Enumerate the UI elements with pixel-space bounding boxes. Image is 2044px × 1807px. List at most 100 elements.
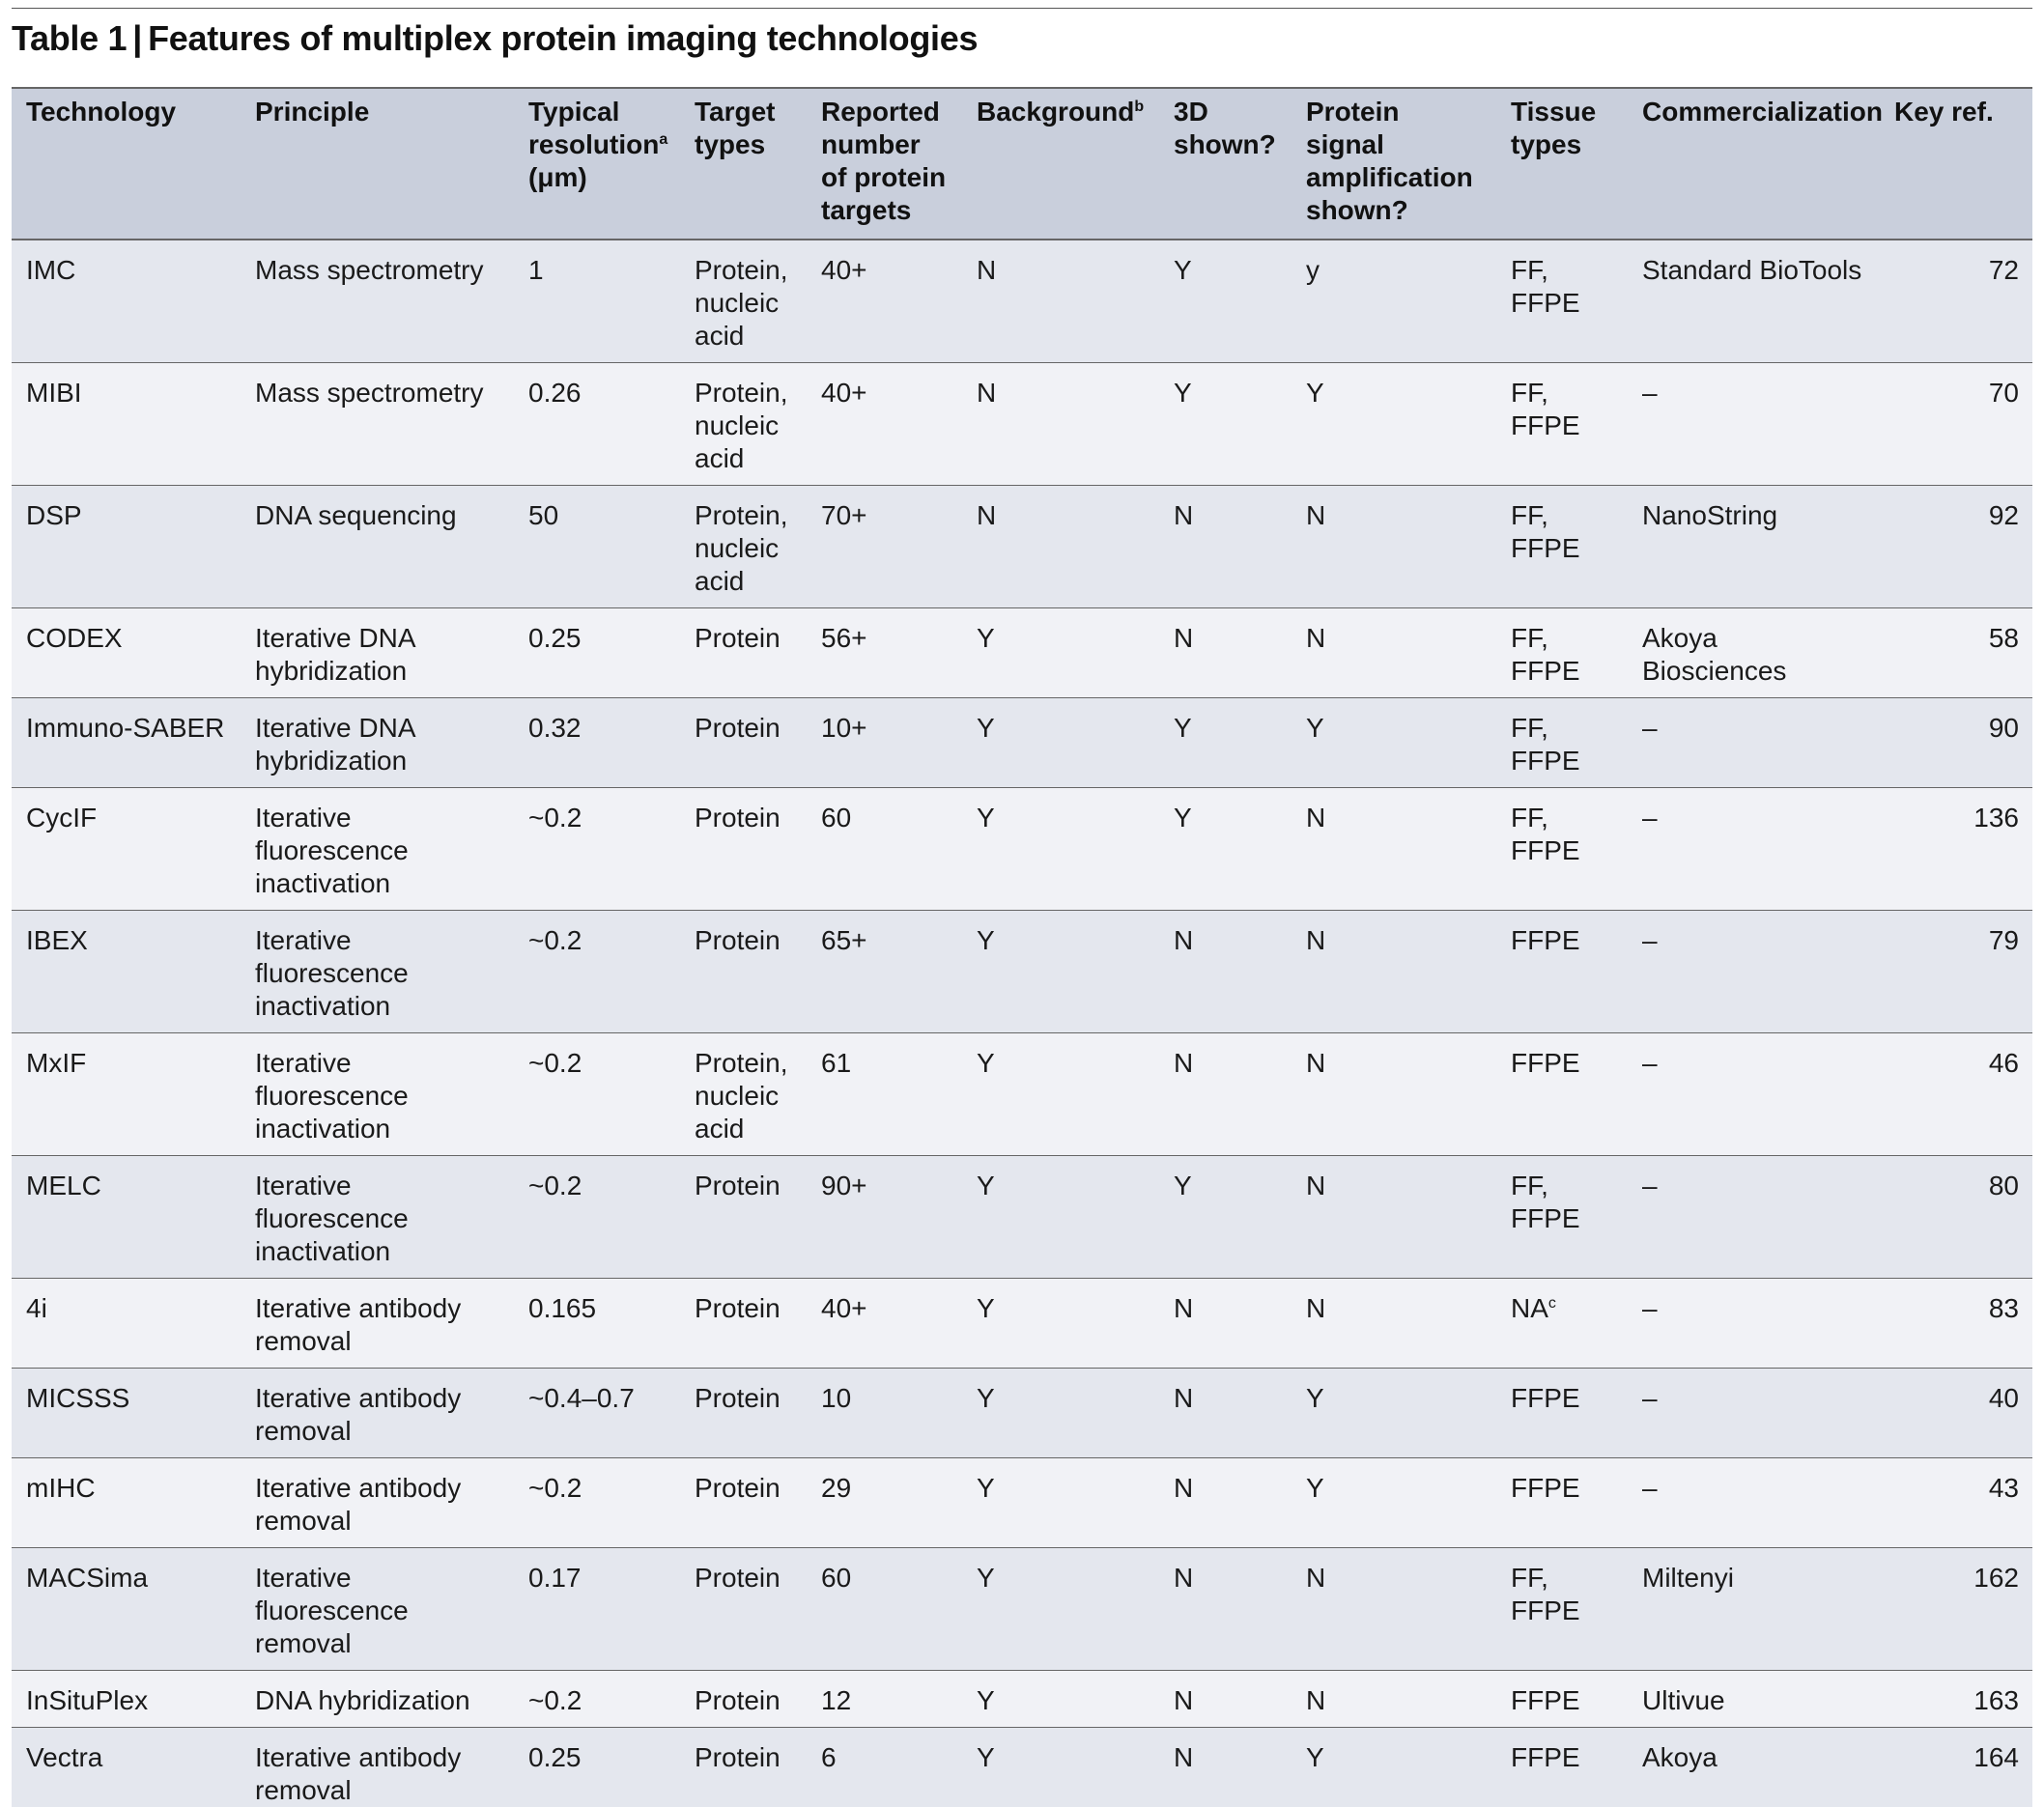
cell-amplification: N: [1292, 1670, 1496, 1728]
cell-num-targets-text: 6: [821, 1742, 837, 1772]
cell-3d-text: N: [1174, 1742, 1194, 1772]
cell-commercialization-text: Ultivue: [1642, 1685, 1725, 1715]
cell-key-ref[interactable]: 90: [1880, 697, 2032, 788]
cell-key-ref-text[interactable]: 83: [1988, 1293, 2019, 1323]
cell-key-ref[interactable]: 80: [1880, 1155, 2032, 1279]
table-row: MIBI Mass spectrometry 0.26 Protein, nuclei…: [12, 362, 2032, 486]
cell-num-targets: 40+: [807, 1278, 962, 1369]
table-label: Table 1: [12, 18, 128, 58]
cell-principle: Iterative antibody removal: [241, 1457, 514, 1548]
cell-target-types-text: Protein, nucleic acid: [695, 255, 788, 351]
cell-background: Y: [962, 1278, 1159, 1369]
cell-key-ref-text[interactable]: 70: [1988, 378, 2019, 408]
table-row: DSP DNA sequencing 50 Protein, nucleic acid…: [12, 485, 2032, 608]
cell-target-types: Protein: [680, 1278, 807, 1369]
cell-key-ref[interactable]: 79: [1880, 910, 2032, 1033]
cell-key-ref-text[interactable]: 43: [1988, 1473, 2019, 1503]
cell-amplification: Y: [1292, 697, 1496, 788]
cell-amplification-text: Y: [1306, 1473, 1324, 1503]
cell-key-ref[interactable]: 92: [1880, 485, 2032, 608]
cell-tissue-text: FF, FFPE: [1511, 255, 1580, 318]
cell-tissue-text: FFPE: [1511, 1685, 1580, 1715]
cell-background-text: Y: [977, 1473, 995, 1503]
cell-key-ref[interactable]: 72: [1880, 240, 2032, 363]
col-header-commercialization: Commercialization: [1628, 87, 1883, 240]
table-row: MICSSS Iterative antibody removal ~0.4–0.7…: [12, 1368, 2032, 1458]
cell-tissue-text: FF, FFPE: [1511, 623, 1580, 686]
cell-key-ref-text[interactable]: 90: [1988, 713, 2019, 743]
cell-tissue: FF, FFPE: [1496, 697, 1628, 788]
cell-key-ref-text[interactable]: 92: [1988, 500, 2019, 530]
cell-commercialization-text: –: [1642, 713, 1658, 743]
cell-target-types-text: Protein: [695, 623, 781, 653]
cell-commercialization: Standard BioTools: [1628, 240, 1880, 363]
cell-principle: Mass spectrometry: [241, 362, 514, 486]
cell-3d-text: N: [1174, 1383, 1194, 1413]
cell-resolution: 0.26: [514, 362, 680, 486]
cell-amplification: Y: [1292, 362, 1496, 486]
cell-tissue: FF, FFPE: [1496, 787, 1628, 911]
cell-technology: DSP: [12, 485, 241, 608]
cell-key-ref-text[interactable]: 164: [1973, 1742, 2019, 1772]
cell-3d: N: [1159, 485, 1292, 608]
cell-key-ref-text[interactable]: 46: [1988, 1048, 2019, 1078]
cell-resolution-text: 1: [528, 255, 544, 285]
cell-key-ref[interactable]: 162: [1880, 1547, 2032, 1671]
cell-3d: N: [1159, 1727, 1292, 1807]
cell-target-types-text: Protein, nucleic acid: [695, 500, 788, 596]
cell-background: Y: [962, 1547, 1159, 1671]
cell-3d-text: N: [1174, 1293, 1194, 1323]
cell-resolution: ~0.2: [514, 787, 680, 911]
cell-num-targets: 60: [807, 787, 962, 911]
cell-technology: InSituPlex: [12, 1670, 241, 1728]
cell-commercialization-text: –: [1642, 1293, 1658, 1323]
table-row: IBEX Iterative fluorescence inactivation ~…: [12, 910, 2032, 1033]
cell-amplification: N: [1292, 1547, 1496, 1671]
cell-technology: Vectra: [12, 1727, 241, 1807]
cell-target-types: Protein: [680, 607, 807, 698]
cell-key-ref-text[interactable]: 58: [1988, 623, 2019, 653]
cell-background: N: [962, 485, 1159, 608]
cell-tissue: FF, FFPE: [1496, 485, 1628, 608]
table-body: IMC Mass spectrometry 1 Protein, nucleic ac…: [12, 240, 2032, 1807]
cell-key-ref-text[interactable]: 162: [1973, 1563, 2019, 1593]
cell-principle: DNA sequencing: [241, 485, 514, 608]
cell-amplification-text: N: [1306, 803, 1326, 833]
cell-key-ref-text[interactable]: 79: [1988, 925, 2019, 955]
cell-key-ref-text[interactable]: 72: [1988, 255, 2019, 285]
table-caption: Table 1 | Features of multiplex protein im…: [12, 14, 978, 64]
cell-key-ref-text[interactable]: 163: [1973, 1685, 2019, 1715]
cell-principle-text: Iterative antibody removal: [255, 1742, 462, 1805]
cell-resolution-text: 0.32: [528, 713, 582, 743]
cell-commercialization: NanoString: [1628, 485, 1880, 608]
cell-key-ref[interactable]: 70: [1880, 362, 2032, 486]
cell-commercialization-text: Miltenyi: [1642, 1563, 1734, 1593]
cell-commercialization-text: –: [1642, 803, 1658, 833]
cell-key-ref[interactable]: 58: [1880, 607, 2032, 698]
cell-num-targets-text: 65+: [821, 925, 867, 955]
cell-commercialization-text: NanoString: [1642, 500, 1778, 530]
cell-key-ref[interactable]: 43: [1880, 1457, 2032, 1548]
cell-key-ref[interactable]: 164: [1880, 1727, 2032, 1807]
cell-key-ref[interactable]: 40: [1880, 1368, 2032, 1458]
cell-3d: N: [1159, 1670, 1292, 1728]
table-row: Immuno-SABER Iterative DNA hybridization 0…: [12, 697, 2032, 788]
cell-3d-text: N: [1174, 1685, 1194, 1715]
cell-key-ref[interactable]: 46: [1880, 1032, 2032, 1156]
cell-commercialization: –: [1628, 1368, 1880, 1458]
cell-resolution: ~0.4–0.7: [514, 1368, 680, 1458]
cell-key-ref[interactable]: 163: [1880, 1670, 2032, 1728]
cell-key-ref[interactable]: 83: [1880, 1278, 2032, 1369]
cell-key-ref-text[interactable]: 80: [1988, 1171, 2019, 1200]
cell-num-targets-text: 60: [821, 1563, 852, 1593]
cell-key-ref[interactable]: 136: [1880, 787, 2032, 911]
cell-key-ref-text[interactable]: 136: [1973, 803, 2019, 833]
cell-tissue-text: FFPE: [1511, 1473, 1580, 1503]
cell-commercialization: –: [1628, 910, 1880, 1033]
cell-technology-text: CycIF: [26, 803, 98, 833]
cell-principle: Iterative fluorescence inactivation: [241, 910, 514, 1033]
cell-resolution: ~0.2: [514, 910, 680, 1033]
cell-key-ref-text[interactable]: 40: [1988, 1383, 2019, 1413]
cell-resolution: 0.32: [514, 697, 680, 788]
cell-technology: MACSima: [12, 1547, 241, 1671]
